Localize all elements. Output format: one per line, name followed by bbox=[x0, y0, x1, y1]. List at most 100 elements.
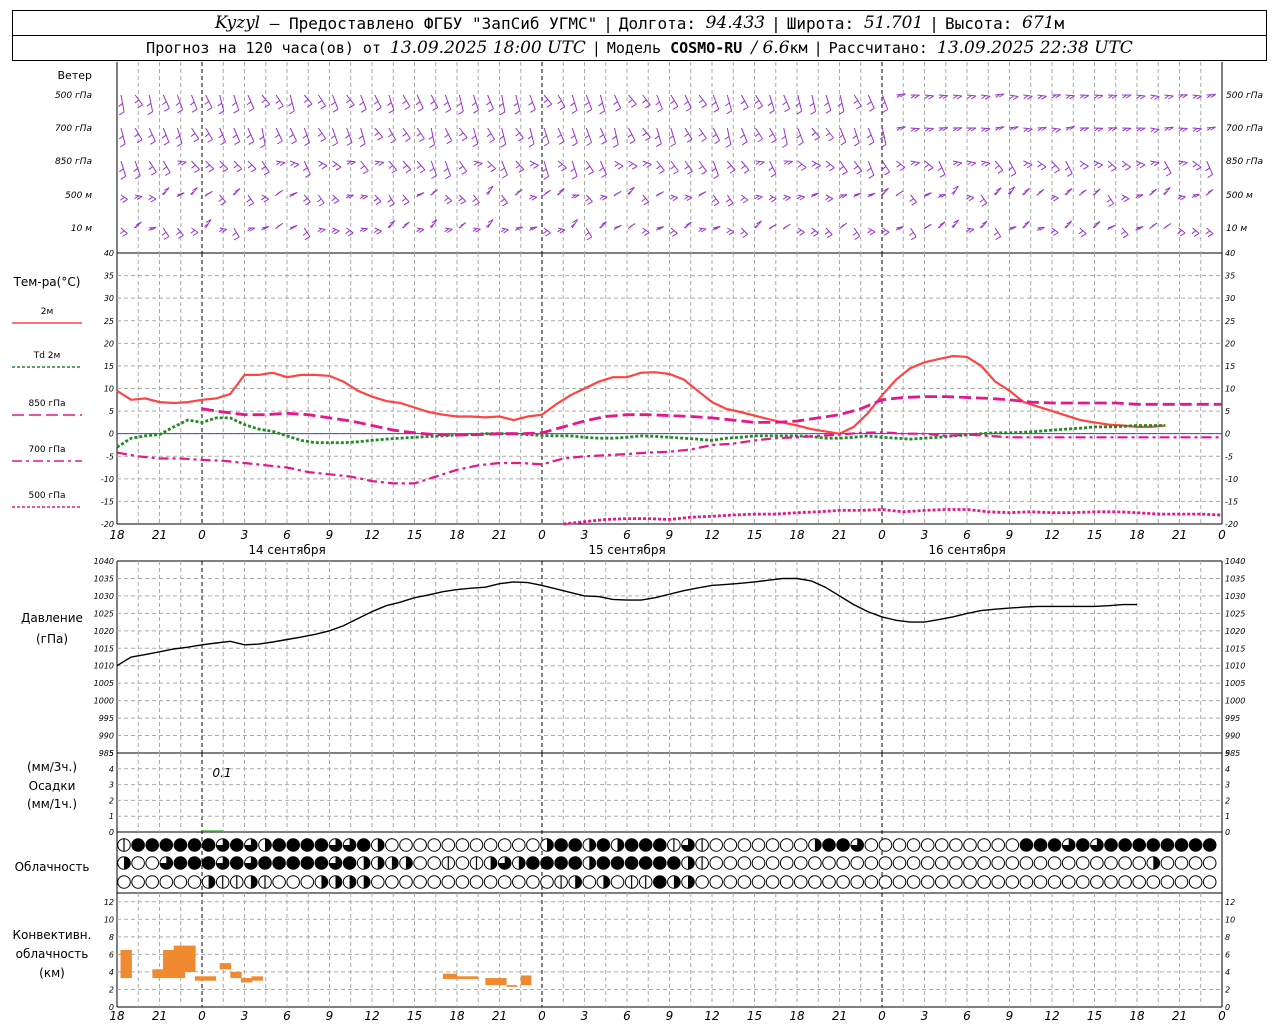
wind-barb bbox=[670, 194, 679, 202]
wind-barb bbox=[837, 94, 845, 115]
cloud-symbol bbox=[1090, 856, 1104, 870]
x-tick-label: 15 bbox=[407, 528, 422, 542]
wind-barb bbox=[471, 94, 479, 114]
cloud-symbol bbox=[526, 856, 540, 870]
cloud-symbol bbox=[935, 856, 949, 870]
cloud-symbol bbox=[131, 875, 145, 889]
cloud-symbol bbox=[906, 838, 921, 852]
x-tick-label-bottom: 18 bbox=[449, 1009, 465, 1023]
wind-barb bbox=[1135, 194, 1144, 199]
cloud-symbol bbox=[1118, 856, 1132, 870]
cloud-symbol bbox=[624, 838, 639, 852]
cloud-symbol bbox=[582, 875, 597, 889]
x-tick-label: 21 bbox=[492, 528, 507, 542]
cloud-symbol bbox=[638, 838, 653, 852]
wind-barb bbox=[443, 94, 452, 113]
cloud-symbol bbox=[808, 875, 822, 889]
wind-level-label-right: 500 м bbox=[1226, 191, 1253, 201]
cloud-symbol bbox=[1160, 875, 1175, 889]
wind-barb bbox=[274, 127, 283, 145]
wind-barb bbox=[740, 160, 750, 174]
precip-ytick-right: 4 bbox=[1225, 765, 1230, 774]
wind-barb bbox=[670, 94, 679, 110]
wind-barb bbox=[1107, 160, 1117, 172]
temp-ytick-right: -10 bbox=[1225, 475, 1238, 484]
wind-barb bbox=[402, 94, 411, 110]
wind-barb bbox=[373, 194, 382, 205]
wind-barb bbox=[175, 94, 184, 114]
wind-barb bbox=[387, 194, 395, 208]
wind-barb bbox=[276, 160, 286, 167]
cloud-symbol bbox=[427, 875, 442, 889]
wind-barb bbox=[881, 227, 890, 236]
wind-barb bbox=[655, 94, 663, 113]
wind-barb bbox=[1009, 94, 1019, 100]
wind-barb bbox=[191, 160, 200, 173]
wind-barb bbox=[358, 127, 366, 148]
temp-series-line bbox=[563, 508, 1223, 526]
wind-barb bbox=[684, 160, 693, 175]
cloud-symbol bbox=[737, 856, 752, 870]
wind-barb bbox=[1036, 188, 1045, 196]
wind-barb bbox=[642, 127, 651, 141]
wind-barb bbox=[740, 194, 749, 204]
wind-barb bbox=[204, 127, 213, 143]
wind-barb bbox=[331, 227, 340, 235]
wind-barb bbox=[698, 127, 707, 142]
wind-barb bbox=[809, 94, 817, 115]
wind-barb bbox=[1107, 94, 1118, 99]
wind-barb bbox=[867, 94, 875, 112]
wind-barb bbox=[909, 227, 917, 241]
pressure-ytick-right: 995 bbox=[1225, 714, 1240, 723]
wind-barb bbox=[218, 127, 226, 146]
wind-barb bbox=[498, 94, 506, 116]
x-tick-label: 21 bbox=[1172, 528, 1187, 542]
wind-barb bbox=[839, 222, 847, 229]
cloud-symbol bbox=[286, 838, 301, 852]
wind-barb bbox=[346, 160, 356, 166]
temp-ytick-right: 20 bbox=[1225, 339, 1235, 348]
wind-barb bbox=[317, 127, 327, 143]
cloud-symbol bbox=[779, 856, 794, 870]
cloud-symbol bbox=[399, 875, 413, 889]
wind-barb bbox=[725, 94, 733, 115]
wind-barb bbox=[1093, 127, 1104, 132]
convective-title1: Конвективн. bbox=[13, 928, 92, 942]
temp-ytick-left: 5 bbox=[109, 407, 114, 416]
wind-barb bbox=[768, 127, 777, 144]
wind-barb bbox=[1177, 227, 1186, 237]
x-tick-label-bottom: 6 bbox=[283, 1009, 291, 1023]
cloud-symbol-fill bbox=[244, 838, 258, 852]
wind-barb bbox=[952, 94, 963, 100]
cloud-symbol bbox=[1146, 875, 1161, 889]
cloud-symbol bbox=[469, 838, 484, 852]
wind-barb bbox=[401, 194, 410, 206]
wind-barb bbox=[712, 225, 721, 231]
wind-barb bbox=[529, 194, 538, 201]
cloud-symbol bbox=[540, 856, 554, 870]
wind-barb bbox=[981, 127, 991, 133]
wind-barb bbox=[444, 194, 453, 205]
wind-barb bbox=[1078, 189, 1087, 196]
cloud-symbol bbox=[441, 875, 456, 889]
wind-barb bbox=[839, 160, 848, 176]
wind-barb bbox=[161, 227, 170, 240]
cloud-symbol bbox=[173, 875, 188, 889]
wind-barb bbox=[852, 127, 860, 147]
cloud-symbol bbox=[258, 856, 272, 870]
wind-barb bbox=[754, 94, 764, 110]
x-tick-label-bottom: 3 bbox=[581, 1009, 589, 1023]
convective-bar bbox=[219, 963, 232, 970]
precip-bar bbox=[202, 830, 224, 832]
cloud-symbol bbox=[1202, 838, 1217, 852]
wind-barb bbox=[613, 224, 622, 230]
wind-barb bbox=[218, 194, 227, 206]
temp-ytick-left: 15 bbox=[104, 362, 114, 371]
wind-barb bbox=[725, 194, 734, 207]
cloud-symbol bbox=[1005, 856, 1020, 870]
cloud-symbol bbox=[864, 875, 879, 889]
cloud-symbol bbox=[1033, 838, 1048, 852]
wind-barb bbox=[542, 127, 550, 147]
wind-barb bbox=[1191, 227, 1200, 237]
wind-barb bbox=[923, 192, 932, 198]
